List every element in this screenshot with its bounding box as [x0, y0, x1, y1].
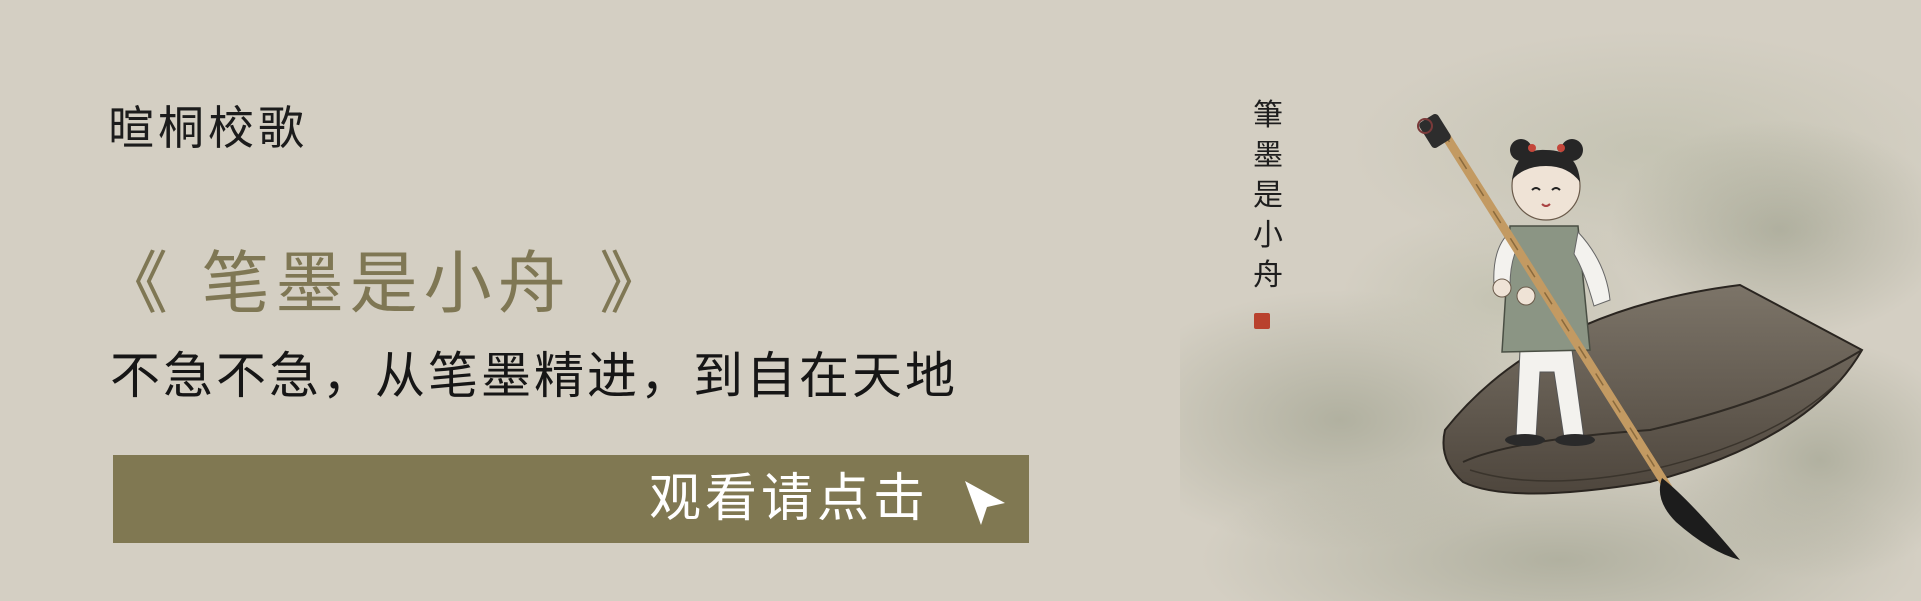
watch-button[interactable]: 观看请点击 — [113, 455, 1029, 543]
cursor-arrow-icon — [965, 481, 1005, 525]
red-seal-icon — [1254, 313, 1270, 329]
watch-button-label: 观看请点击 — [648, 469, 929, 529]
painting-caption: 筆 墨 是 小 舟 — [1246, 96, 1290, 296]
painting-caption-char: 是 — [1253, 178, 1283, 213]
painting-caption-char: 筆 — [1253, 98, 1283, 133]
song-tagline: 不急不急，从笔墨精进，到自在天地 — [110, 347, 958, 405]
painting-caption-char: 小 — [1253, 218, 1283, 253]
painting-caption-char: 墨 — [1253, 138, 1283, 173]
brand-name: 暄桐校歌 — [108, 101, 308, 155]
painting-caption-char: 舟 — [1253, 258, 1283, 293]
song-title: 《 笔墨是小舟 》 — [100, 245, 674, 324]
brush-boat-painting — [1180, 30, 1921, 601]
